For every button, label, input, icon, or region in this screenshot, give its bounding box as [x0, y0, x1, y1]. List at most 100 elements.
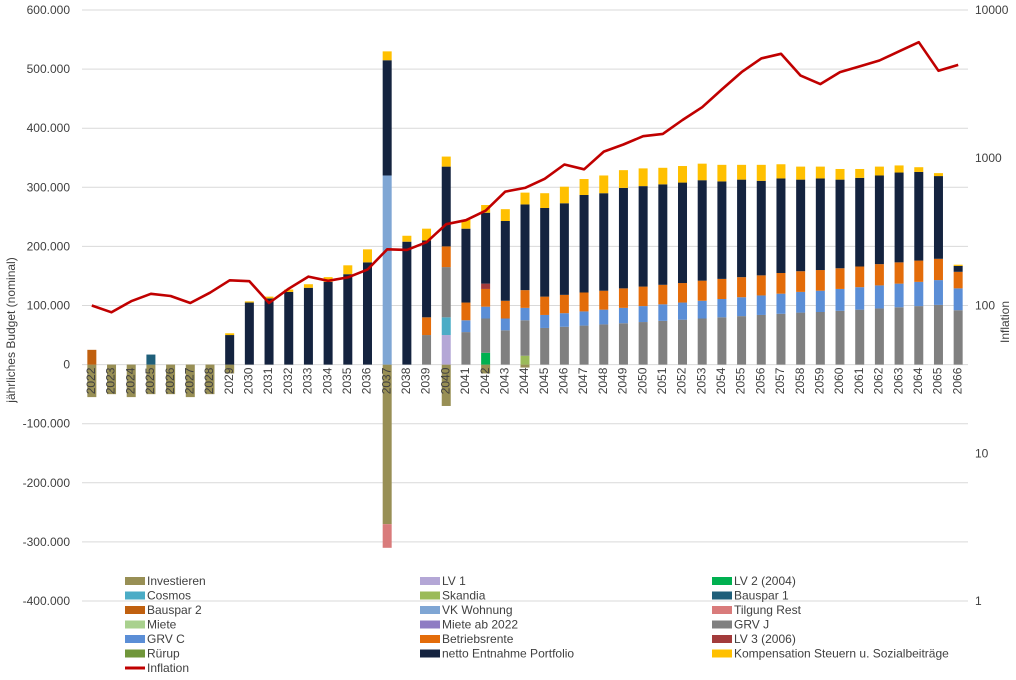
- x-tick-label: 2064: [911, 367, 925, 394]
- bar-segment: [402, 235, 412, 242]
- legend-label: LV 3 (2006): [734, 632, 796, 646]
- bar-segment: [914, 306, 924, 365]
- y-tick-label: 300.000: [27, 180, 71, 194]
- y-tick-label: 0: [63, 358, 70, 372]
- bar-segment: [520, 192, 530, 205]
- bar-segment: [874, 285, 884, 309]
- bar-segment: [461, 320, 471, 333]
- bar-segment: [953, 288, 963, 311]
- bar-segment: [520, 320, 530, 356]
- bar-segment: [481, 306, 491, 319]
- bar-segment: [776, 164, 786, 179]
- bar-segment: [894, 262, 904, 284]
- legend-label: Bauspar 2: [147, 603, 202, 617]
- bar-segment: [225, 364, 235, 374]
- bar-segment: [579, 292, 589, 312]
- bar-segment: [540, 296, 550, 315]
- bar-segment: [520, 290, 530, 308]
- bar-segment: [855, 168, 865, 178]
- bar-segment: [835, 288, 845, 311]
- bar-segment: [402, 241, 412, 365]
- bar-segment: [481, 364, 491, 374]
- legend-swatch: [125, 591, 145, 600]
- bar-segment: [166, 364, 176, 395]
- legend-swatch: [125, 620, 145, 629]
- bar-segment: [422, 228, 432, 241]
- x-tick-label: 2065: [931, 367, 945, 394]
- legend-label: Miete: [147, 618, 177, 632]
- x-tick-label: 2048: [596, 367, 610, 394]
- bar-segment: [835, 268, 845, 289]
- legend-label: Betriebsrente: [442, 632, 514, 646]
- bar-segment: [618, 307, 628, 324]
- bar-segment: [481, 283, 491, 289]
- bar-segment: [422, 335, 432, 365]
- bar-segment: [559, 294, 569, 314]
- bar-segment: [756, 314, 766, 365]
- bar-segment: [894, 172, 904, 263]
- legend-swatch: [712, 606, 732, 614]
- x-tick-label: 2031: [261, 367, 275, 394]
- bar-segment: [87, 349, 97, 365]
- bar-segment: [815, 290, 825, 313]
- bar-segment: [658, 284, 668, 305]
- bar-segment: [697, 163, 707, 181]
- inflation-line: [91, 40, 959, 314]
- bar-segment: [441, 246, 451, 268]
- legend-label: GRV C: [147, 632, 185, 646]
- bar-segment: [225, 333, 235, 336]
- bar-segment: [894, 307, 904, 365]
- bar-segment: [855, 177, 865, 267]
- bar-segment: [796, 179, 806, 272]
- bar-segment: [658, 167, 668, 185]
- x-tick-label: 2044: [517, 367, 531, 394]
- bar-segment: [540, 193, 550, 208]
- bar-segment: [185, 364, 195, 398]
- bar-segment: [638, 186, 648, 287]
- bar-segment: [756, 275, 766, 296]
- bar-segment: [422, 317, 432, 336]
- bar-segment: [500, 318, 510, 331]
- bar-segment: [678, 319, 688, 365]
- y2-tick-label: 10: [975, 446, 989, 460]
- bar-segment: [579, 311, 589, 326]
- bar-segment: [737, 277, 747, 298]
- bar-segment: [343, 274, 353, 365]
- x-tick-label: 2033: [301, 367, 315, 394]
- y-tick-label: -200.000: [23, 476, 71, 490]
- x-tick-label: 2052: [675, 367, 689, 394]
- x-tick-label: 2047: [576, 367, 590, 394]
- bar-segment: [559, 313, 569, 327]
- bar-segment: [894, 165, 904, 173]
- bar-segment: [658, 184, 668, 285]
- x-tick-label: 2024: [123, 367, 137, 394]
- legend-label: Cosmos: [147, 589, 191, 603]
- x-tick-label: 2034: [320, 367, 334, 394]
- bar-segment: [559, 203, 569, 295]
- bar-segment: [678, 182, 688, 284]
- y2-tick-label: 1000: [975, 151, 1002, 165]
- bar-segment: [244, 301, 254, 303]
- y-tick-label: -100.000: [23, 417, 71, 431]
- legend-swatch: [420, 591, 440, 600]
- bar-segment: [756, 295, 766, 315]
- bar-segment: [599, 193, 609, 291]
- legend-swatch: [125, 649, 145, 658]
- x-tick-label: 2045: [537, 367, 551, 394]
- bar-segment: [737, 164, 747, 180]
- bar-segment: [717, 181, 727, 279]
- bar-segment: [382, 60, 392, 176]
- legend-label: Rürup: [147, 647, 180, 661]
- bar-segment: [461, 219, 471, 229]
- bar-segment: [520, 364, 530, 368]
- y-tick-label: 100.000: [27, 299, 71, 313]
- x-tick-label: 2028: [202, 367, 216, 394]
- legend-label: Tilgung Rest: [734, 603, 802, 617]
- bar-segment: [776, 313, 786, 365]
- y-tick-label: 600.000: [27, 3, 71, 17]
- legend-swatch: [420, 620, 440, 629]
- bar-segment: [500, 220, 510, 301]
- bar-segment: [796, 271, 806, 292]
- bar-segment: [579, 325, 589, 365]
- bar-segment: [520, 307, 530, 321]
